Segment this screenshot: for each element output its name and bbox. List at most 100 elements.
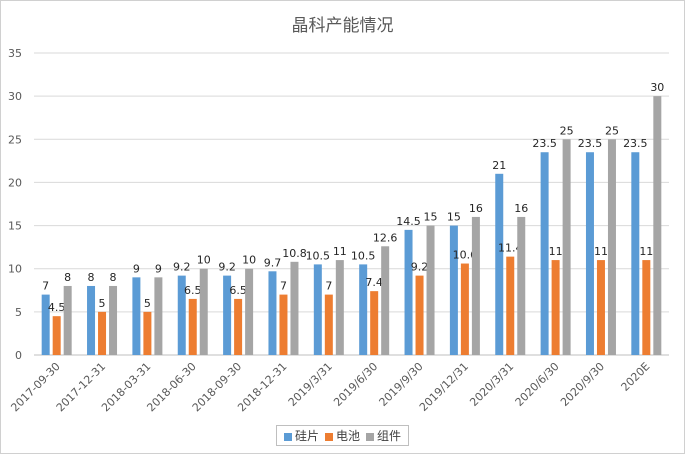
bar-硅片 — [223, 275, 232, 355]
data-label: 4.5 — [48, 301, 66, 314]
data-label: 23.5 — [532, 137, 557, 150]
data-label: 11 — [594, 245, 608, 258]
data-label: 14.5 — [396, 215, 421, 228]
bar-组件 — [109, 285, 118, 355]
data-label: 6.5 — [229, 284, 247, 297]
bar-电池 — [143, 311, 152, 355]
legend-swatch — [283, 432, 292, 441]
bar-硅片 — [313, 264, 322, 355]
bar-硅片 — [177, 275, 186, 355]
bar-电池 — [596, 260, 605, 355]
x-tick-label: 2019/3/31 — [286, 360, 335, 409]
bar-电池 — [188, 298, 197, 355]
x-tick-label: 2019/12/31 — [417, 360, 471, 414]
data-label: 11 — [333, 245, 347, 258]
data-label: 9 — [133, 262, 140, 275]
bar-硅片 — [404, 229, 413, 355]
bar-组件 — [63, 285, 72, 355]
bar-电池 — [415, 275, 424, 355]
bar-硅片 — [585, 152, 594, 355]
bar-组件 — [471, 216, 480, 355]
bar-电池 — [52, 316, 61, 355]
data-label: 16 — [514, 202, 528, 215]
data-label: 8 — [88, 271, 95, 284]
x-tick-label: 2019/9/30 — [377, 360, 426, 409]
y-tick-label: 5 — [15, 306, 22, 319]
data-label: 9.7 — [264, 256, 282, 269]
bar-组件 — [335, 260, 344, 355]
data-label: 23.5 — [623, 137, 648, 150]
data-label: 8 — [64, 271, 71, 284]
data-label: 10 — [197, 254, 211, 267]
bar-组件 — [517, 216, 526, 355]
data-label: 7 — [325, 280, 332, 293]
bar-组件 — [653, 96, 662, 356]
data-label: 6.5 — [184, 284, 202, 297]
data-label: 9.2 — [411, 261, 429, 274]
bar-硅片 — [132, 277, 141, 355]
legend-item: 硅片 — [283, 427, 319, 444]
data-label: 16 — [469, 202, 483, 215]
bar-硅片 — [631, 152, 640, 355]
y-tick-label: 20 — [8, 176, 22, 189]
y-tick-label: 10 — [8, 263, 22, 276]
data-label: 5 — [99, 297, 106, 310]
legend-label: 电池 — [335, 429, 360, 443]
data-label: 21 — [492, 159, 506, 172]
data-label: 10.5 — [306, 249, 331, 262]
data-label: 30 — [650, 81, 664, 94]
data-label: 5 — [144, 297, 151, 310]
bar-组件 — [245, 268, 254, 355]
legend-label: 硅片 — [294, 429, 319, 443]
legend: 硅片 电池 组件 — [1, 425, 684, 446]
x-tick-label: 2020/9/30 — [558, 360, 607, 409]
data-label: 11.4 — [498, 242, 523, 255]
bar-组件 — [154, 277, 163, 355]
bar-电池 — [324, 294, 333, 355]
x-tick-label: 2018-12-31 — [235, 360, 289, 414]
data-label: 25 — [560, 124, 574, 137]
legend-item: 组件 — [366, 427, 401, 444]
bar-硅片 — [41, 294, 50, 355]
bar-硅片 — [449, 225, 458, 355]
bar-电池 — [279, 294, 288, 355]
data-label: 10.6 — [453, 249, 478, 262]
data-label: 10.8 — [282, 247, 307, 260]
data-label: 7 — [42, 280, 49, 293]
chart-title: 晶科产能情况 — [291, 16, 394, 36]
bar-组件 — [426, 225, 435, 355]
data-label: 11 — [549, 245, 563, 258]
data-label: 9.2 — [218, 261, 236, 274]
data-label: 11 — [639, 245, 653, 258]
bar-电池 — [98, 311, 107, 355]
y-tick-label: 35 — [8, 47, 22, 60]
data-label: 23.5 — [578, 137, 603, 150]
data-label: 15 — [447, 211, 461, 224]
data-label: 7.4 — [365, 276, 383, 289]
legend-item: 电池 — [324, 427, 360, 444]
bar-组件 — [607, 139, 616, 355]
bar-组件 — [562, 139, 571, 355]
bar-硅片 — [268, 271, 277, 355]
bar-硅片 — [495, 173, 504, 355]
data-label: 9.2 — [173, 261, 191, 274]
data-label: 10.5 — [351, 249, 376, 262]
data-label: 9 — [155, 262, 162, 275]
bar-电池 — [234, 298, 243, 355]
x-tick-label: 2019/6/30 — [331, 360, 380, 409]
bar-组件 — [381, 246, 390, 355]
y-tick-label: 30 — [8, 90, 22, 103]
bar-电池 — [551, 260, 560, 355]
bar-硅片 — [359, 264, 368, 355]
data-label: 15 — [424, 211, 438, 224]
x-tick-label: 2020/6/30 — [513, 360, 562, 409]
bar-硅片 — [87, 285, 96, 355]
bar-电池 — [460, 263, 469, 355]
data-label: 8 — [110, 271, 117, 284]
data-label: 7 — [280, 280, 287, 293]
legend-swatch — [324, 432, 333, 441]
x-tick-label: 2020E — [619, 360, 653, 394]
legend-label: 组件 — [377, 429, 402, 443]
